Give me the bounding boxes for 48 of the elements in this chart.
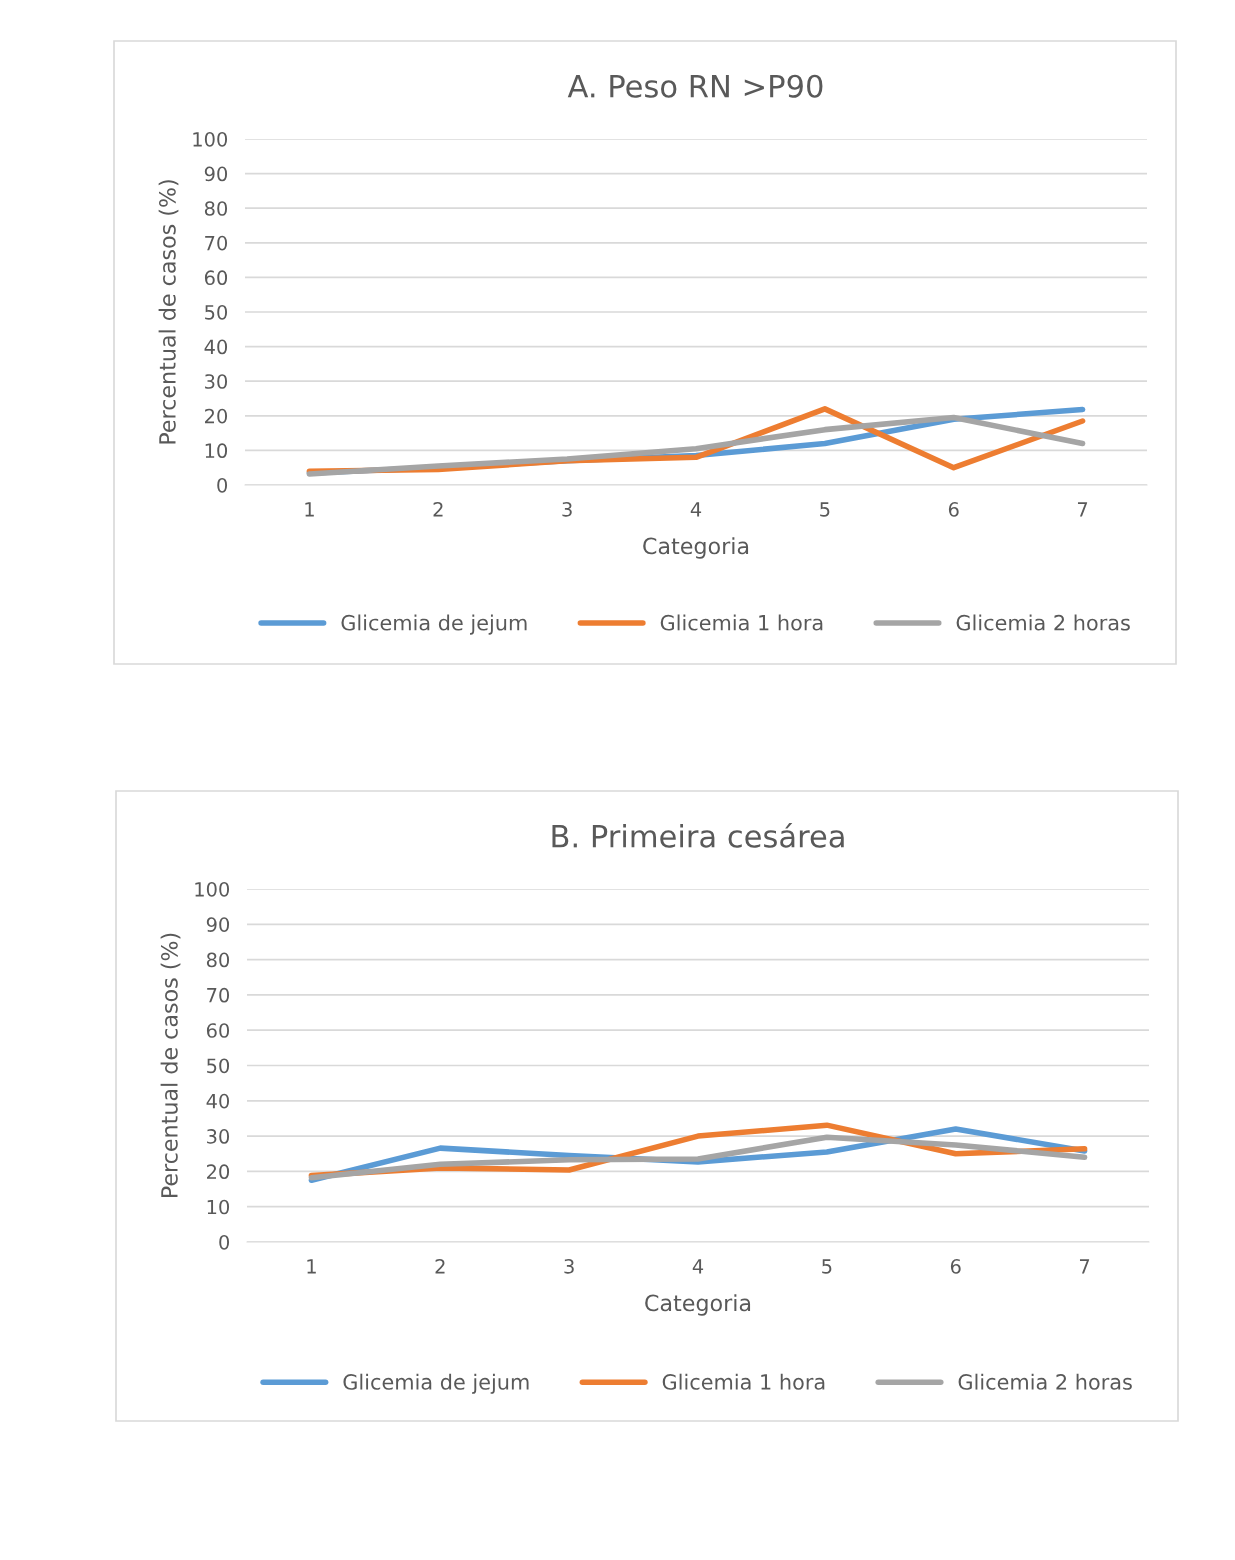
x-tick-label: 5 [822,1259,832,1274]
legend-label: Glicemia 1 hora [660,614,823,631]
y-tick-label: 30 [205,374,228,389]
y-tick-label: 50 [207,1058,230,1074]
legend-label: Glicemia 2 horas [956,614,1130,631]
x-axis-title: Categoria [643,537,749,559]
y-tick-label: 60 [206,1023,230,1038]
x-tick-label: 2 [435,1259,445,1274]
y-tick-label: 100 [193,131,228,147]
x-tick-label: 3 [562,502,572,517]
x-tick-label: 1 [307,1259,316,1274]
x-tick-label: 5 [820,502,830,517]
y-tick-label: 0 [219,1234,230,1250]
chart-title: B. Primeira cesárea [552,822,844,848]
y-tick-label: 50 [205,304,228,320]
x-tick-label: 7 [1079,1259,1090,1274]
x-tick-label: 7 [1077,502,1088,517]
x-tick-label: 6 [948,502,959,517]
y-tick-label: 70 [205,235,228,251]
x-tick-label: 6 [950,1259,961,1274]
y-tick-label: 10 [207,1199,230,1215]
legend-label: Glicemia 2 horas [958,1373,1132,1390]
x-tick-label: 4 [692,1259,704,1274]
y-tick-label: 80 [206,952,230,968]
legend-label: Glicemia de jejum [341,614,527,635]
x-axis-title: Categoria [645,1294,751,1316]
y-tick-label: 90 [204,166,228,182]
x-tick-label: 4 [690,502,702,517]
y-axis-title: Percentual de casos (%) [160,933,181,1198]
y-tick-label: 40 [204,339,228,355]
x-tick-label: 3 [564,1259,574,1274]
y-tick-label: 0 [217,477,228,493]
y-tick-label: 20 [205,408,228,424]
y-tick-label: 60 [204,270,228,286]
y-tick-label: 10 [205,443,228,459]
y-tick-label: 20 [207,1164,230,1180]
x-tick-label: 1 [305,502,314,517]
y-tick-label: 40 [206,1093,230,1109]
y-tick-label: 80 [204,201,228,216]
y-tick-label: 70 [207,987,230,1003]
legend-label: Glicemia de jejum [343,1373,529,1394]
y-tick-label: 30 [207,1129,230,1144]
x-tick-label: 2 [433,502,443,517]
y-tick-label: 90 [206,917,230,932]
legend-label: Glicemia 1 hora [662,1373,825,1390]
chart-title: A. Peso RN >P90 [567,74,823,98]
y-axis-title: Percentual de casos (%) [158,180,179,444]
y-tick-label: 100 [195,881,230,897]
